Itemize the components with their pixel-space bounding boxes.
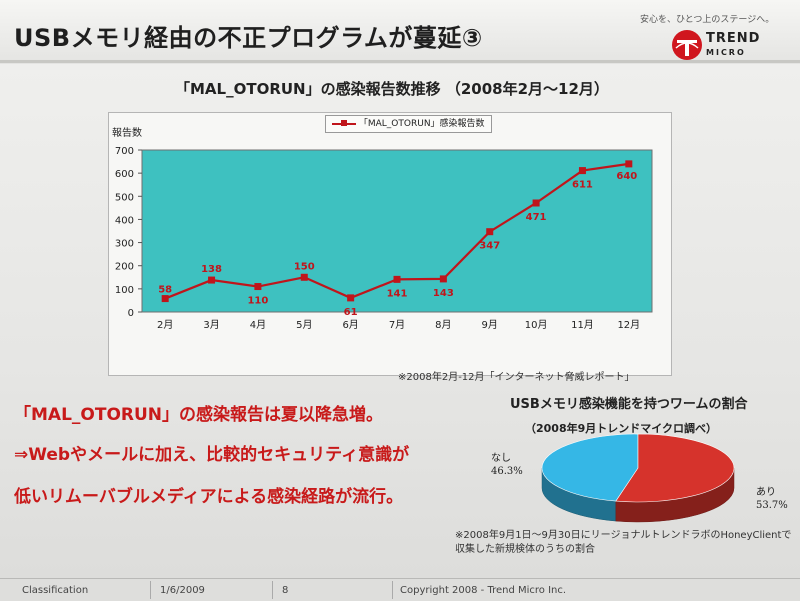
footer-date: 1/6/2009 xyxy=(160,585,205,596)
footer-separator xyxy=(392,581,393,599)
trend-micro-logo: TREND MICRO xyxy=(670,28,780,64)
footer-separator xyxy=(150,581,151,599)
y-tick-label: 500 xyxy=(115,192,134,203)
data-label: 143 xyxy=(433,288,454,299)
pie-subtitle: （2008年9月トレンドマイクロ調べ） xyxy=(525,422,718,435)
pie-label-yes-text: あり xyxy=(756,487,776,498)
line-chart: 報告数 0 100 200 300 400 500 600 700 2月 3月 4月 5月 6月 7月 8月 9… xyxy=(112,126,653,331)
footer-page-number: 8 xyxy=(282,585,289,596)
y-axis-label: 報告数 xyxy=(112,126,142,139)
pie-title: USBメモリ感染機能を持つワームの割合 xyxy=(510,397,748,412)
pie-label-yes: あり 53.7% xyxy=(756,486,788,512)
data-point xyxy=(439,275,447,283)
tagline: 安心を、ひとつ上のステージへ。 xyxy=(640,15,775,25)
y-tick-label: 100 xyxy=(115,285,134,296)
chart-title: 「MAL_OTORUN」の感染報告数推移 （2008年2月～12月） xyxy=(175,80,609,98)
data-point xyxy=(578,167,586,175)
slide-title: USBメモリ経由の不正プログラムが蔓延③ xyxy=(14,24,483,52)
data-label: 347 xyxy=(479,241,500,252)
data-point xyxy=(486,228,494,236)
y-tick-label: 400 xyxy=(115,215,134,226)
title-bar xyxy=(0,0,800,64)
legend-line-marker xyxy=(332,119,356,126)
data-label: 640 xyxy=(616,171,637,182)
data-point xyxy=(393,275,401,283)
x-tick-label: 4月 xyxy=(250,319,266,331)
x-tick-label: 12月 xyxy=(617,319,640,331)
pie-label-none: なし 46.3% xyxy=(491,452,523,478)
pie-slice xyxy=(615,433,735,503)
data-label: 471 xyxy=(526,212,547,223)
data-point xyxy=(161,295,169,303)
logo-text-top: TREND xyxy=(706,31,761,46)
footer-copyright: Copyright 2008 - Trend Micro Inc. xyxy=(400,585,567,596)
pie-chart xyxy=(541,433,735,523)
data-point xyxy=(254,283,262,291)
pie-label-none-text: なし xyxy=(491,453,511,464)
data-label: 61 xyxy=(344,307,358,318)
y-tick-label: 600 xyxy=(115,169,134,180)
trend-micro-logo-icon xyxy=(672,30,702,60)
x-tick-label: 10月 xyxy=(525,319,548,331)
data-label: 110 xyxy=(247,296,268,307)
data-point xyxy=(625,160,633,168)
y-tick-label: 200 xyxy=(115,262,134,273)
data-point xyxy=(532,199,540,207)
x-tick-label: 9月 xyxy=(482,319,498,331)
x-tick-label: 7月 xyxy=(389,319,405,331)
data-label: 150 xyxy=(294,261,315,272)
main-text-line-3: 低いリムーバブルメディアによる感染経路が流行。 xyxy=(14,487,404,507)
logo-text-bottom: MICRO xyxy=(706,48,746,57)
main-text-line-2: ⇒Webやメールに加え、比較的セキュリティ意識が xyxy=(14,445,410,465)
footer-classification: Classification xyxy=(22,585,89,596)
data-point xyxy=(208,276,216,284)
pie-note: ※2008年9月1日～9月30日にリージョナルトレンドラボのHoneyClien… xyxy=(455,530,792,555)
y-tick-label: 300 xyxy=(115,239,134,250)
y-tick-label: 700 xyxy=(115,146,134,157)
main-text-line-1: 「MAL_OTORUN」の感染報告は夏以降急増。 xyxy=(14,405,384,425)
logo-text: TREND MICRO xyxy=(706,32,760,59)
data-label: 141 xyxy=(387,288,408,299)
legend-label: 「MAL_OTORUN」感染報告数 xyxy=(358,119,485,129)
pie-label-yes-value: 53.7% xyxy=(756,500,788,511)
footer-separator xyxy=(272,581,273,599)
x-tick-label: 11月 xyxy=(571,319,594,331)
chart-legend: 「MAL_OTORUN」感染報告数 xyxy=(325,115,492,133)
data-point xyxy=(347,294,355,302)
pie-label-none-value: 46.3% xyxy=(491,466,523,477)
chart-source-note: ※2008年2月-12月「インターネット脅威レポート」 xyxy=(398,372,635,383)
data-label: 611 xyxy=(572,180,593,191)
data-point xyxy=(300,273,308,281)
y-tick-label: 0 xyxy=(128,308,134,319)
x-tick-label: 5月 xyxy=(296,319,312,331)
title-divider xyxy=(0,60,800,63)
x-tick-label: 8月 xyxy=(435,319,451,331)
x-tick-label: 6月 xyxy=(342,319,358,331)
data-label: 138 xyxy=(201,264,222,275)
footer: Classification 1/6/2009 8 Copyright 2008… xyxy=(0,578,800,601)
x-tick-label: 3月 xyxy=(203,319,219,331)
plot-area xyxy=(141,149,653,313)
data-label: 58 xyxy=(158,285,172,296)
x-tick-label: 2月 xyxy=(157,319,173,331)
pie-slice xyxy=(541,433,639,502)
